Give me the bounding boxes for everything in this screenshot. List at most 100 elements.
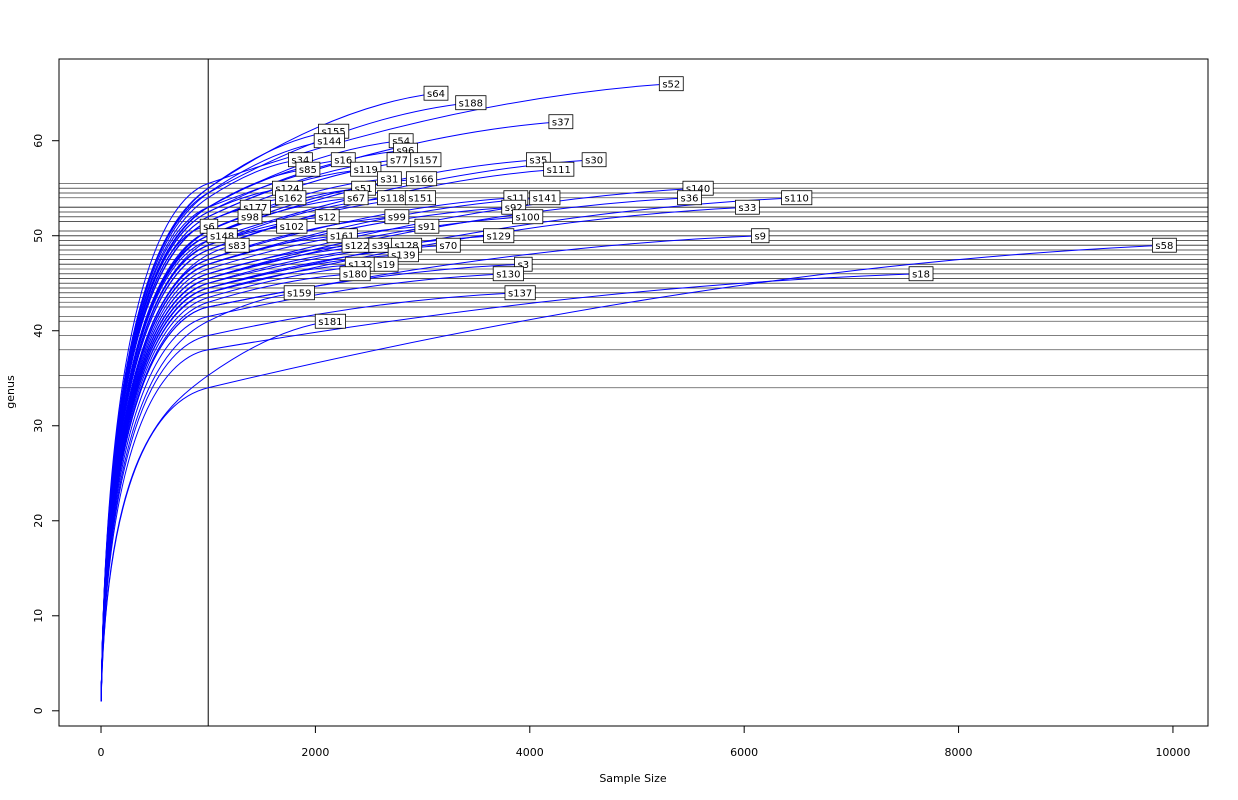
label-box: [376, 171, 402, 187]
label-box: [512, 209, 544, 225]
label-text: s155: [321, 127, 345, 138]
label-text: s118: [380, 194, 404, 205]
sample-label: s98: [237, 209, 263, 225]
sample-label: s166: [405, 171, 438, 187]
label-text: s144: [317, 137, 341, 148]
y-axis-label: genus: [4, 375, 17, 409]
label-box: [658, 76, 684, 92]
sample-label: s119: [350, 161, 382, 177]
label-text: s151: [408, 194, 432, 205]
curves: [100, 83, 1165, 702]
sample-label: s181: [314, 313, 346, 329]
label-text: s99: [388, 213, 406, 224]
sample-label: s30: [581, 152, 607, 168]
label-text: s98: [241, 213, 259, 224]
label-text: s180: [343, 270, 367, 281]
label-text: s137: [508, 289, 532, 300]
label-text: s124: [275, 184, 299, 195]
label-text: s140: [686, 184, 710, 195]
label-box: [735, 199, 760, 215]
sample-label: s129: [483, 228, 515, 244]
label-box: [751, 228, 770, 244]
sample-label: s64: [423, 85, 449, 101]
label-box: [581, 152, 607, 168]
label-box: [410, 152, 442, 168]
label-text: s177: [243, 203, 267, 214]
label-text: s157: [414, 156, 438, 167]
sample-label: s85: [295, 161, 321, 177]
label-box: [504, 285, 536, 301]
label-box: [492, 266, 524, 282]
label-box: [224, 237, 250, 253]
sample-label: s162: [275, 190, 307, 206]
x-tick-label: 4000: [516, 746, 544, 759]
label-box: [343, 190, 369, 206]
label-box: [237, 209, 263, 225]
rarefaction-curve: [100, 244, 238, 702]
sample-label: s77: [386, 152, 412, 168]
sample-label: s99: [384, 209, 410, 225]
sample-label: s16: [330, 152, 356, 168]
sample-label: s180: [339, 266, 371, 282]
sample-label: s91: [414, 218, 440, 234]
label-text: s35: [529, 156, 547, 167]
sample-label: s33: [735, 199, 760, 215]
label-text: s58: [1155, 241, 1173, 252]
label-text: s130: [496, 270, 520, 281]
label-text: s18: [912, 270, 930, 281]
sample-label: s36: [677, 190, 702, 206]
label-text: s148: [210, 232, 234, 243]
rarefaction-curve: [100, 273, 356, 702]
label-text: s119: [354, 165, 378, 176]
label-box: [404, 190, 437, 206]
y-tick-label: 30: [32, 419, 45, 433]
label-box: [677, 190, 702, 206]
label-box: [350, 161, 382, 177]
label-box: [435, 237, 461, 253]
label-text: s51: [355, 184, 373, 195]
x-tick-label: 2000: [301, 746, 329, 759]
y-tick-label: 10: [32, 609, 45, 623]
label-text: s129: [487, 232, 511, 243]
label-box: [295, 161, 321, 177]
sample-label: s12: [314, 209, 340, 225]
rarefaction-curve: [100, 320, 331, 702]
label-box: [275, 190, 307, 206]
label-text: s11: [507, 194, 525, 205]
label-box: [543, 161, 575, 177]
sample-label: s159: [283, 285, 315, 301]
y-tick-label: 0: [32, 707, 45, 714]
label-text: s9: [754, 232, 766, 243]
label-text: s85: [299, 165, 317, 176]
rarefaction-curve: [100, 292, 521, 702]
sample-label: s83: [224, 237, 250, 253]
label-box: [405, 171, 438, 187]
rarefaction-curve: [100, 244, 1165, 702]
label-box: [781, 190, 813, 206]
sample-label: s151: [404, 190, 437, 206]
label-text: s161: [330, 232, 354, 243]
label-text: s141: [533, 194, 557, 205]
label-text: s33: [738, 203, 756, 214]
label-box: [908, 266, 934, 282]
sample-label: s111: [543, 161, 575, 177]
label-text: s19: [377, 260, 395, 271]
label-text: s132: [348, 260, 372, 271]
label-box: [283, 285, 315, 301]
label-text: s91: [418, 222, 436, 233]
label-text: s162: [279, 194, 303, 205]
label-text: s159: [287, 289, 311, 300]
label-text: s92: [505, 203, 523, 214]
y-tick-label: 50: [32, 229, 45, 243]
label-text: s54: [392, 137, 410, 148]
label-box: [330, 152, 356, 168]
y-tick-label: 20: [32, 514, 45, 528]
label-text: s30: [585, 156, 603, 167]
label-text: s100: [515, 213, 539, 224]
label-box: [1152, 237, 1177, 253]
sample-label: s141: [529, 190, 561, 206]
label-box: [423, 85, 449, 101]
x-tick-label: 8000: [945, 746, 973, 759]
